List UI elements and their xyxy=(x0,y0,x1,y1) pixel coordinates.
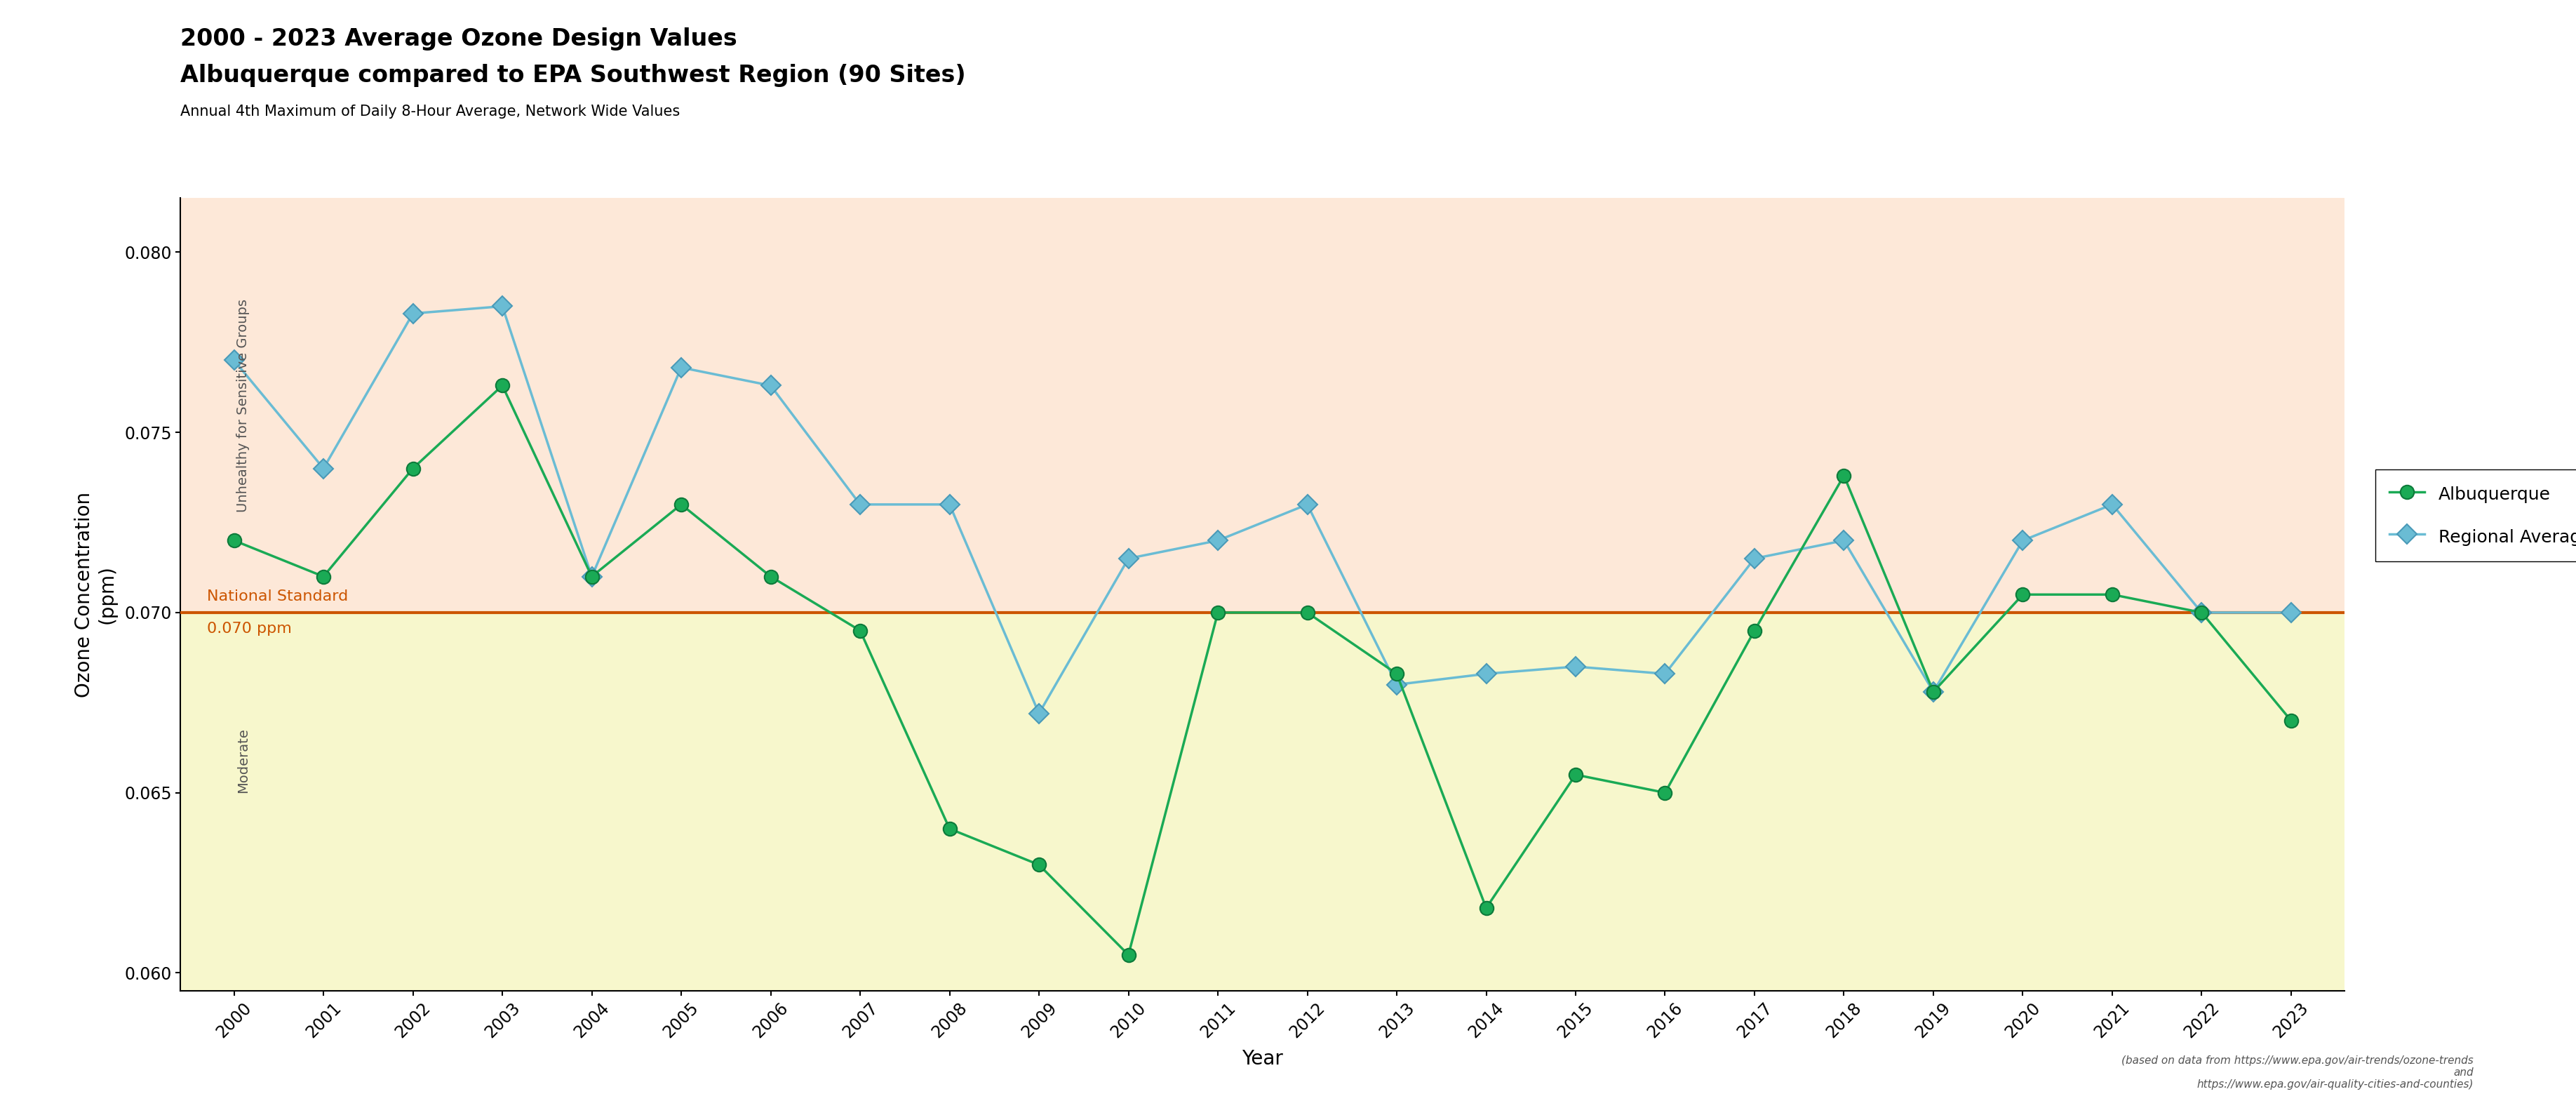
Regional Average xyxy=(577,570,608,584)
Regional Average xyxy=(1739,552,1770,565)
Regional Average xyxy=(1558,659,1589,673)
Albuquerque xyxy=(1739,624,1770,637)
Regional Average xyxy=(397,307,428,320)
Albuquerque xyxy=(2007,588,2038,601)
Albuquerque xyxy=(665,498,696,511)
Albuquerque xyxy=(1381,667,1412,680)
Regional Average xyxy=(2275,606,2306,619)
Y-axis label: Ozone Concentration
(ppm): Ozone Concentration (ppm) xyxy=(75,492,116,697)
Albuquerque xyxy=(935,822,966,836)
Text: National Standard: National Standard xyxy=(206,589,348,603)
Regional Average xyxy=(309,461,340,475)
Line: Albuquerque: Albuquerque xyxy=(227,379,2298,961)
Albuquerque xyxy=(1558,768,1589,782)
Text: Albuquerque compared to EPA Southwest Region (90 Sites): Albuquerque compared to EPA Southwest Re… xyxy=(180,64,966,87)
Albuquerque xyxy=(845,624,876,637)
Regional Average xyxy=(1381,678,1412,691)
Bar xyxy=(180,612,2344,991)
Regional Average xyxy=(1829,534,1860,547)
Text: 0.070 ppm: 0.070 ppm xyxy=(206,622,291,635)
Regional Average xyxy=(487,299,518,313)
Regional Average xyxy=(2097,498,2128,511)
Albuquerque xyxy=(1113,948,1144,961)
Albuquerque xyxy=(2275,715,2306,728)
Regional Average xyxy=(665,361,696,374)
Regional Average xyxy=(1023,707,1054,720)
Albuquerque xyxy=(2184,606,2215,619)
Albuquerque xyxy=(1203,606,1234,619)
Regional Average xyxy=(845,498,876,511)
Albuquerque xyxy=(1023,858,1054,871)
Regional Average xyxy=(1649,667,1680,680)
Albuquerque xyxy=(577,570,608,584)
Text: (based on data from https://www.epa.gov/air-trends/ozone-trends
and
https://www.: (based on data from https://www.epa.gov/… xyxy=(2120,1055,2473,1090)
Regional Average xyxy=(1471,667,1502,680)
Albuquerque xyxy=(1649,786,1680,799)
Text: Unhealthy for Sensitive Groups: Unhealthy for Sensitive Groups xyxy=(237,299,250,512)
Albuquerque xyxy=(1471,902,1502,915)
Regional Average xyxy=(219,353,250,367)
Regional Average xyxy=(935,498,966,511)
Regional Average xyxy=(1917,685,1947,698)
Regional Average xyxy=(755,379,786,392)
Legend: Albuquerque, Regional Average: Albuquerque, Regional Average xyxy=(2375,469,2576,562)
Text: Moderate: Moderate xyxy=(237,728,250,793)
Albuquerque xyxy=(1917,685,1947,698)
Text: Annual 4th Maximum of Daily 8-Hour Average, Network Wide Values: Annual 4th Maximum of Daily 8-Hour Avera… xyxy=(180,105,680,119)
Regional Average xyxy=(1291,498,1321,511)
Albuquerque xyxy=(397,461,428,475)
Albuquerque xyxy=(1291,606,1321,619)
Line: Regional Average: Regional Average xyxy=(227,299,2298,720)
Albuquerque xyxy=(755,570,786,584)
Text: 2000 - 2023 Average Ozone Design Values: 2000 - 2023 Average Ozone Design Values xyxy=(180,28,737,51)
X-axis label: Year: Year xyxy=(1242,1049,1283,1068)
Albuquerque xyxy=(219,534,250,547)
Albuquerque xyxy=(309,570,340,584)
Albuquerque xyxy=(1829,469,1860,482)
Albuquerque xyxy=(2097,588,2128,601)
Regional Average xyxy=(1113,552,1144,565)
Regional Average xyxy=(2184,606,2215,619)
Regional Average xyxy=(1203,534,1234,547)
Albuquerque xyxy=(487,379,518,392)
Bar xyxy=(180,198,2344,612)
Regional Average xyxy=(2007,534,2038,547)
